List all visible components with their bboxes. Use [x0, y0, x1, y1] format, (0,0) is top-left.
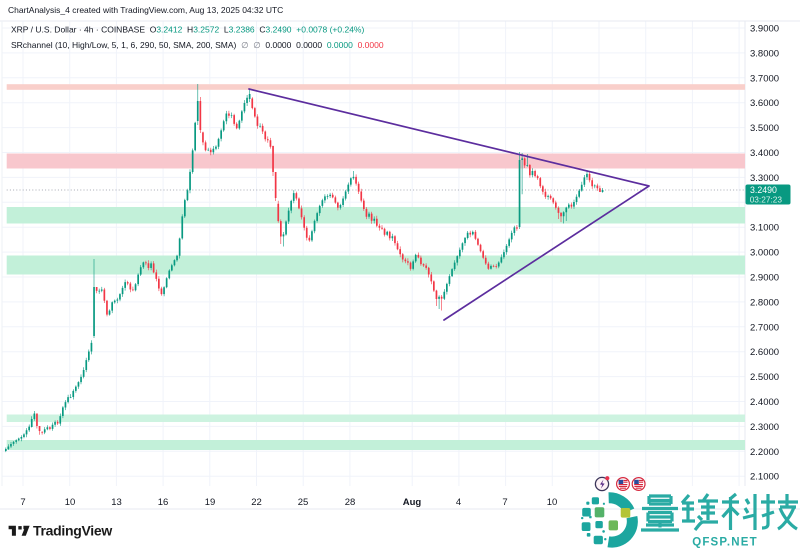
svg-text:Aug: Aug	[403, 497, 422, 508]
svg-text:3.9000: 3.9000	[750, 24, 779, 35]
svg-text:2.4000: 2.4000	[750, 397, 779, 408]
svg-text:3.3000: 3.3000	[750, 173, 779, 184]
svg-text:TradingView: TradingView	[33, 523, 112, 539]
svg-text:XRP / U.S. Dollar · 4h · COINB: XRP / U.S. Dollar · 4h · COINBASE O3.241…	[11, 24, 364, 34]
svg-text:3.0000: 3.0000	[750, 248, 779, 259]
svg-text:13: 13	[111, 497, 122, 508]
svg-text:4: 4	[456, 497, 461, 508]
svg-text:2.3000: 2.3000	[750, 422, 779, 433]
svg-text:2.1000: 2.1000	[750, 472, 779, 483]
svg-text:3.2490: 3.2490	[750, 185, 777, 195]
svg-text:03:27:23: 03:27:23	[750, 194, 783, 204]
svg-text:3.5000: 3.5000	[750, 123, 779, 134]
svg-text:10: 10	[65, 497, 76, 508]
svg-text:3.1000: 3.1000	[750, 223, 779, 234]
svg-text:7: 7	[502, 497, 507, 508]
svg-text:2.6000: 2.6000	[750, 347, 779, 358]
svg-text:2.7000: 2.7000	[750, 322, 779, 333]
svg-text:2.5000: 2.5000	[750, 372, 779, 383]
svg-text:SRchannel (10, High/Low, 5, 1,: SRchannel (10, High/Low, 5, 1, 6, 290, 5…	[11, 40, 384, 50]
svg-text:3.6000: 3.6000	[750, 98, 779, 109]
svg-text:2.8000: 2.8000	[750, 297, 779, 308]
svg-text:22: 22	[251, 497, 262, 508]
svg-text:3.4000: 3.4000	[750, 148, 779, 159]
svg-text:19: 19	[205, 497, 216, 508]
svg-text:25: 25	[298, 497, 309, 508]
svg-text:2.2000: 2.2000	[750, 447, 779, 458]
svg-text:2.9000: 2.9000	[750, 273, 779, 284]
svg-text:7: 7	[20, 497, 25, 508]
svg-text:ChartAnalysis_4 created with T: ChartAnalysis_4 created with TradingView…	[8, 5, 283, 15]
svg-text:QFSP.NET: QFSP.NET	[692, 536, 758, 548]
svg-text:28: 28	[345, 497, 356, 508]
svg-text:3.8000: 3.8000	[750, 48, 779, 59]
svg-text:16: 16	[158, 497, 169, 508]
svg-text:10: 10	[547, 497, 558, 508]
svg-text:3.7000: 3.7000	[750, 73, 779, 84]
